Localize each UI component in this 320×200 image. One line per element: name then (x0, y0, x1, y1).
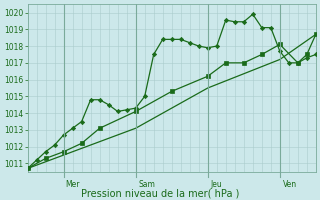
Text: Mer: Mer (65, 180, 80, 189)
Text: Jeu: Jeu (211, 180, 222, 189)
Text: Sam: Sam (139, 180, 156, 189)
Text: Pression niveau de la mer( hPa ): Pression niveau de la mer( hPa ) (81, 188, 239, 198)
Text: Ven: Ven (283, 180, 297, 189)
